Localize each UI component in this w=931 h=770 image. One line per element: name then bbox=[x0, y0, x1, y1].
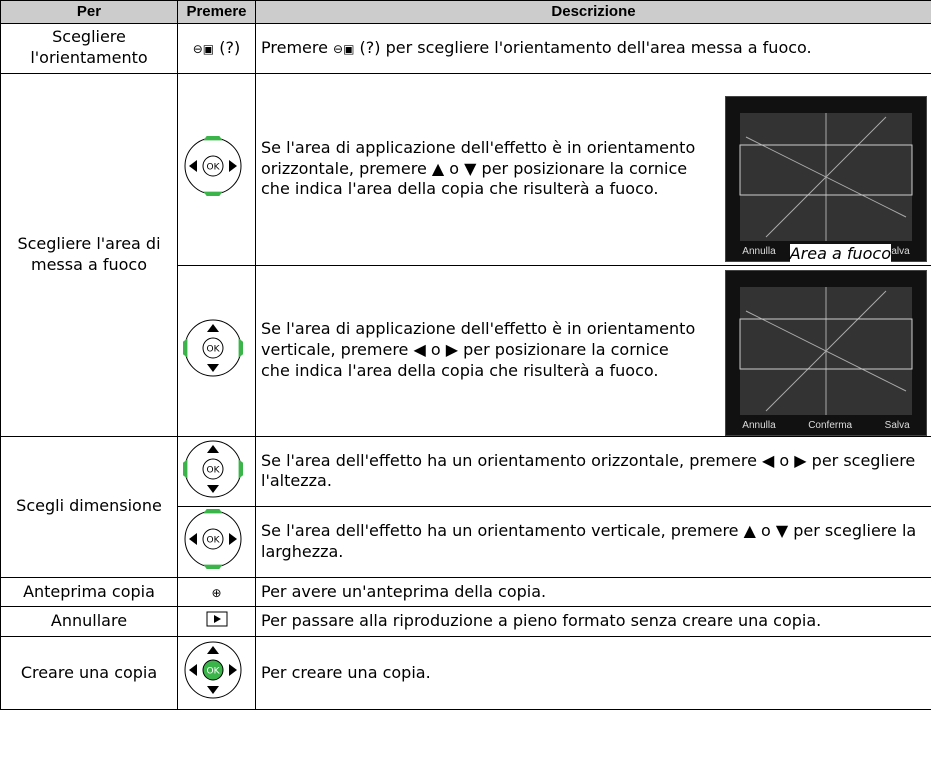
arrow bbox=[189, 533, 197, 546]
text: (?) bbox=[359, 37, 381, 57]
row: Annullare Per passare alla riproduzione … bbox=[0, 606, 931, 638]
header: Per bbox=[0, 0, 178, 24]
header: Premere bbox=[177, 0, 256, 24]
arrow bbox=[207, 363, 219, 372]
key: OK bbox=[177, 500, 256, 579]
screen: Annulla Conferma Salva bbox=[725, 269, 927, 436]
key: ⊕ bbox=[177, 577, 256, 608]
ok-label: OK bbox=[207, 667, 221, 677]
multi-selector: OK bbox=[183, 640, 250, 706]
row: OK Area a fuoco Se l'area di applicazion… bbox=[1, 243, 931, 437]
key: OK bbox=[174, 264, 256, 437]
arrow bbox=[238, 458, 252, 479]
arrow bbox=[207, 444, 219, 453]
description: Se l'area di applicazione dell'effetto è… bbox=[255, 72, 931, 266]
caption: Area a fuoco bbox=[789, 243, 891, 265]
play-icon bbox=[206, 611, 227, 627]
zoom-icon: ⊖▣ bbox=[192, 41, 215, 56]
key bbox=[177, 606, 256, 638]
multi-selector: OK bbox=[183, 127, 250, 205]
text: Premere bbox=[261, 37, 328, 57]
zoom-in-icon: ⊕ bbox=[211, 585, 222, 600]
text: Se l'area di applicazione dell'effetto è… bbox=[261, 137, 696, 199]
description: Area a fuoco Se l'area di applicazione d… bbox=[255, 243, 931, 437]
key: OK bbox=[174, 435, 256, 508]
ok-label: OK bbox=[207, 536, 221, 546]
description: Per creare una copia. bbox=[255, 636, 931, 711]
arrow bbox=[189, 160, 197, 173]
arrow bbox=[229, 533, 237, 546]
arrow bbox=[229, 664, 237, 677]
ok-button bbox=[202, 155, 224, 177]
label: Annulla bbox=[742, 246, 776, 257]
multi-selector: OK bbox=[183, 500, 250, 578]
ok-button bbox=[202, 659, 224, 681]
label: Annulla bbox=[742, 420, 776, 431]
arrow bbox=[229, 160, 237, 173]
row: Creare una copia OK Per creare una copia… bbox=[0, 636, 931, 711]
action: Annullare bbox=[0, 606, 178, 638]
description: Se l'area dell'effetto ha un orientament… bbox=[255, 506, 931, 579]
arrow bbox=[203, 564, 223, 578]
arrow bbox=[174, 458, 188, 479]
arrow bbox=[174, 337, 188, 358]
multi-selector: OK bbox=[174, 439, 252, 505]
instruction-table: Per Premere Descrizione Scegliere l'orie… bbox=[0, 0, 931, 711]
arrow bbox=[207, 686, 219, 695]
arrow bbox=[207, 323, 219, 332]
arrow bbox=[203, 127, 223, 141]
multi-selector-icon: OK bbox=[174, 440, 252, 497]
multi-selector: OK bbox=[174, 318, 252, 384]
arrow bbox=[207, 646, 219, 655]
row: Scegli dimensione OK Se l'area dell'effe… bbox=[0, 435, 931, 579]
key-label: (?) bbox=[219, 37, 241, 57]
multi-selector-icon: OK bbox=[184, 641, 242, 699]
label: Conferma bbox=[808, 420, 853, 431]
description: Se l'area dell'effetto ha un orientament… bbox=[255, 435, 931, 508]
label: Salva bbox=[884, 246, 910, 257]
header: Descrizione bbox=[255, 0, 931, 24]
key: OK bbox=[177, 636, 256, 711]
ok-label: OK bbox=[207, 465, 221, 475]
zoom-icon: ⊖▣ bbox=[333, 41, 355, 56]
ok-button bbox=[202, 528, 224, 550]
action: Scegli dimensione bbox=[0, 435, 178, 579]
header-row: Per Premere Descrizione bbox=[0, 0, 931, 24]
text: per scegliere l'orientamento dell'area m… bbox=[385, 37, 812, 57]
multi-selector-icon: OK bbox=[184, 127, 242, 205]
action: Scegliere l'orientamento bbox=[0, 22, 178, 74]
description: Per avere un'anteprima della copia. bbox=[255, 577, 931, 608]
ok-button bbox=[202, 337, 224, 359]
arrow bbox=[203, 191, 223, 205]
action: Scegliere l'area di messa a fuoco bbox=[0, 72, 178, 437]
multi-selector-icon: OK bbox=[174, 319, 252, 377]
screen-image bbox=[739, 112, 913, 241]
description: Premere ⊖▣ (?) per scegliere l'orientame… bbox=[255, 22, 931, 74]
arrow bbox=[189, 664, 197, 677]
ok-button bbox=[202, 458, 224, 479]
ok-label: OK bbox=[207, 163, 221, 173]
key: ⊖▣ (?) bbox=[177, 22, 256, 74]
row: Scegliere l'orientamento ⊖▣ (?) Premere … bbox=[0, 22, 931, 74]
description: Per passare alla riproduzione a pieno fo… bbox=[255, 606, 931, 638]
label: Salva bbox=[884, 420, 910, 431]
arrow bbox=[238, 337, 252, 358]
row: Scegliere l'area di messa a fuoco OK Se … bbox=[0, 72, 931, 437]
arrow bbox=[207, 484, 219, 493]
multi-selector-icon: OK bbox=[184, 500, 242, 578]
key: OK bbox=[177, 72, 256, 266]
ok-label: OK bbox=[207, 344, 221, 354]
text: Se l'area di applicazione dell'effetto è… bbox=[261, 319, 696, 380]
arrow bbox=[203, 500, 223, 514]
row: Anteprima copia ⊕ Per avere un'anteprima… bbox=[0, 577, 931, 608]
action: Anteprima copia bbox=[0, 577, 178, 608]
action: Creare una copia bbox=[0, 636, 178, 711]
screen-image bbox=[739, 286, 913, 415]
screen-bar: Annulla Conferma Salva bbox=[726, 417, 926, 435]
